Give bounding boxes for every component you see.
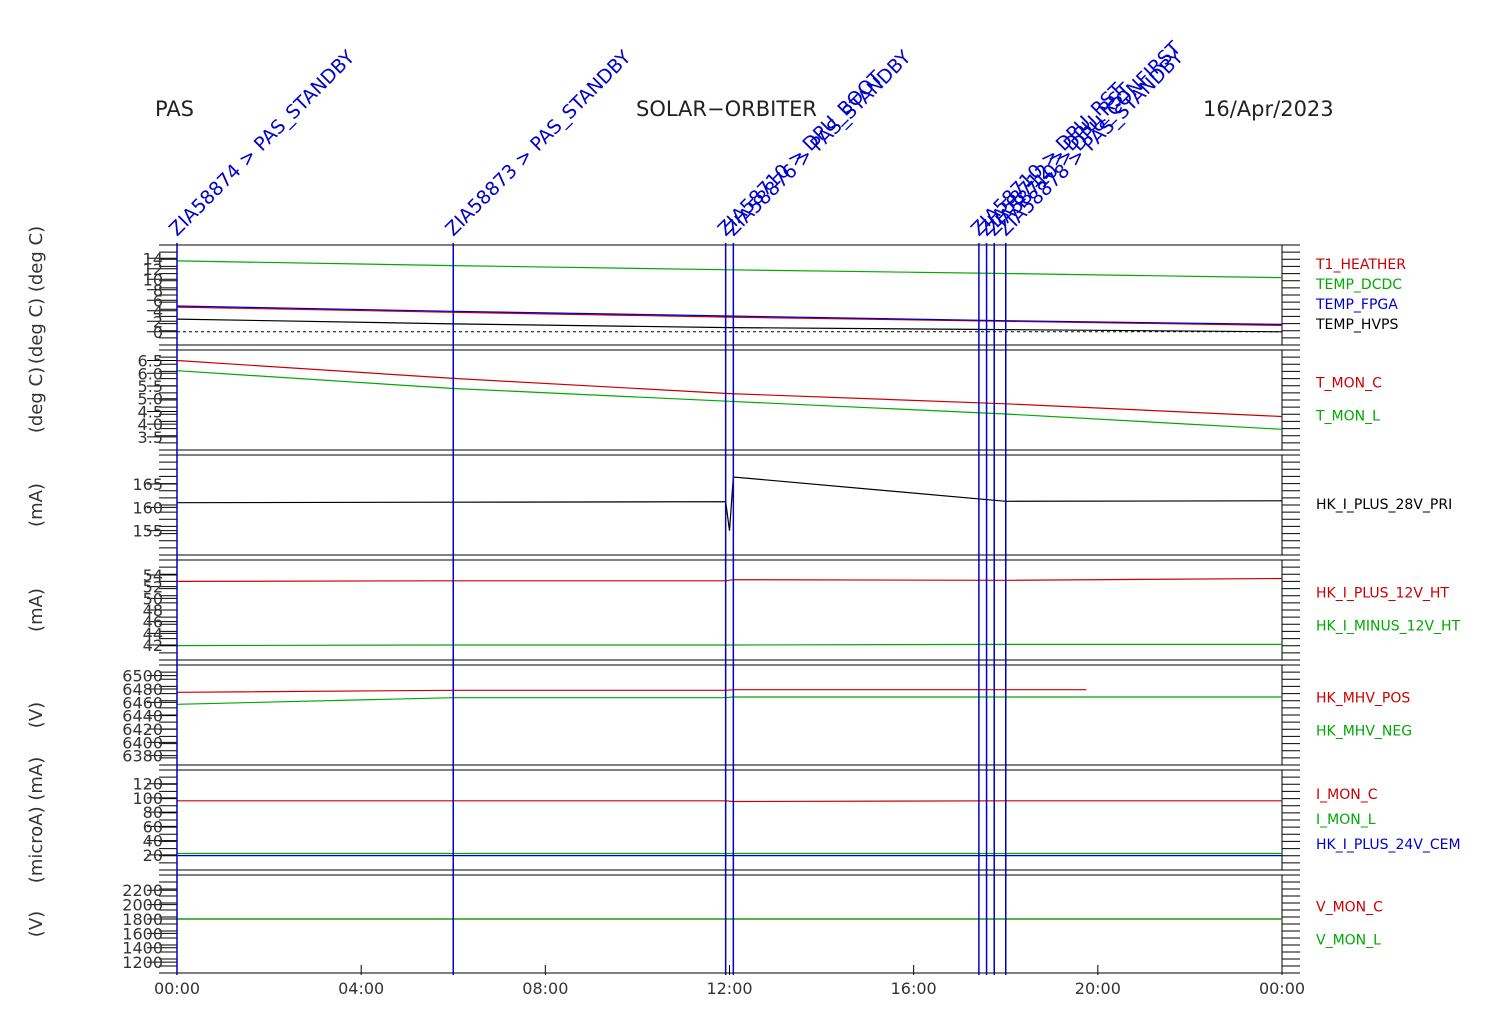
legend-label: T_MON_C (1315, 375, 1382, 391)
series-line-I_MON_C (177, 800, 1282, 803)
series-line-HK_I_PLUS_12V_HT (176, 577, 1283, 583)
legend-label: HK_I_MINUS_12V_HT (1316, 619, 1461, 635)
panel-frame-4 (176, 664, 1283, 766)
y-tick-label: 40 (143, 832, 163, 851)
y-tick-label: 6 (153, 291, 163, 310)
y-tick-label: 6.0 (138, 364, 163, 383)
y-axis-label: (deg C) (26, 367, 47, 433)
y-tick-label: 2 (153, 312, 163, 331)
y-tick-label: 6380 (122, 747, 163, 766)
x-tick-label: 00:00 (154, 979, 200, 998)
y-tick-label: 54 (143, 566, 163, 585)
legend-label: T1_HEATHER (1315, 257, 1406, 273)
y-tick-label: 1400 (122, 939, 163, 958)
y-tick-label: 8 (153, 281, 163, 300)
y-tick-label: 1600 (122, 924, 163, 943)
event-label: ZIA58874 > PAS_STANDBY (165, 46, 359, 240)
legend-label: HK_I_PLUS_24V_CEM (1316, 837, 1461, 853)
y-tick-label: 6460 (122, 693, 163, 712)
y-tick-label: 3.5 (138, 428, 163, 447)
x-tick-label: 16:00 (891, 979, 937, 998)
y-tick-label: 46 (143, 613, 163, 632)
y-tick-label: 4.5 (138, 402, 163, 421)
legend-label: HK_MHV_NEG (1316, 724, 1412, 740)
legend-label: T_MON_L (1315, 409, 1380, 425)
y-axis-label: (V) (26, 911, 47, 937)
y-tick-label: 100 (132, 789, 163, 808)
y-tick-label: 6480 (122, 680, 163, 699)
y-tick-label: 6.5 (138, 352, 163, 371)
y-tick-label: 0 (153, 323, 163, 342)
y-axis-label: (V) (26, 702, 47, 728)
y-tick-label: 44 (143, 624, 163, 643)
y-tick-label: 5.0 (138, 390, 163, 409)
y-tick-label: 6500 (122, 667, 163, 686)
y-tick-label: 155 (132, 522, 163, 541)
y-tick-label: 165 (132, 475, 163, 494)
y-tick-label: 50 (143, 589, 163, 608)
series-line-T_MON_L (176, 370, 1283, 430)
header-right: 16/Apr/2023 (1203, 97, 1334, 121)
x-tick-label: 12:00 (706, 979, 752, 998)
y-tick-label: 6400 (122, 733, 163, 752)
header-left: PAS (155, 97, 195, 121)
y-tick-label: 1200 (122, 953, 163, 972)
x-tick-label: 00:00 (1259, 979, 1305, 998)
y-tick-label: 20 (143, 846, 163, 865)
y-tick-label: 2200 (122, 881, 163, 900)
y-tick-label: 5.5 (138, 377, 163, 396)
y-tick-label: 60 (143, 817, 163, 836)
event-label: ZIA58878 > PAS_STANDBY (994, 46, 1188, 240)
y-tick-label: 10 (143, 270, 163, 289)
series-line-TEMP_HVPS (176, 318, 1283, 333)
y-tick-label: 6440 (122, 707, 163, 726)
y-tick-label: 12 (143, 260, 163, 279)
legend-label: TEMP_DCDC (1315, 277, 1402, 293)
y-tick-label: 160 (132, 498, 163, 517)
legend-label: TEMP_HVPS (1315, 317, 1398, 333)
event-label: ZIA58873 > PAS_STANDBY (441, 46, 635, 240)
y-tick-label: 120 (132, 775, 163, 794)
series-line-HK_I_MINUS_12V_HT (176, 643, 1282, 647)
legend-label: HK_MHV_POS (1316, 690, 1410, 706)
legend-label: HK_I_PLUS_28V_PRI (1316, 497, 1452, 513)
series-line-HK_I_PLUS_28V_PRI (176, 476, 1283, 531)
series-line-T_MON_C (176, 359, 1283, 418)
legend-label: HK_I_PLUS_12V_HT (1316, 585, 1449, 601)
series-line-HK_MHV_POS (176, 689, 1087, 693)
y-tick-label: 6420 (122, 720, 163, 739)
x-tick-label: 04:00 (338, 979, 384, 998)
y-tick-label: 2000 (122, 896, 163, 915)
series-line-TEMP_DCDC (176, 260, 1283, 279)
y-tick-label: 80 (143, 803, 163, 822)
legend-label: I_MON_C (1316, 787, 1378, 803)
event-label: ZIA58876 > PAS_STANDBY (721, 46, 915, 240)
legend-label: I_MON_L (1316, 812, 1376, 828)
y-axis-label: (mA) (26, 483, 47, 527)
y-tick-label: 42 (143, 636, 163, 655)
header-center: SOLAR−ORBITER (636, 97, 818, 121)
panel-frame-1 (176, 349, 1283, 451)
x-tick-label: 08:00 (522, 979, 568, 998)
legend-label: TEMP_FPGA (1315, 297, 1398, 313)
panel-frame-2 (176, 454, 1283, 556)
y-tick-label: 48 (143, 601, 163, 620)
y-tick-label: 14 (143, 249, 163, 268)
y-tick-label: 4 (153, 302, 163, 321)
series-line-T1_HEATHER (176, 306, 1283, 326)
y-tick-label: 4.0 (138, 415, 163, 434)
y-tick-label: 1800 (122, 910, 163, 929)
series-line-TEMP_FPGA (176, 305, 1283, 325)
y-axis-label: (mA) (26, 588, 47, 632)
y-tick-label: 52 (143, 578, 163, 597)
legend-label: V_MON_C (1316, 900, 1383, 916)
legend-label: V_MON_L (1316, 932, 1381, 948)
panel-frame-6 (176, 874, 1283, 974)
y-axis-label: (microA) (mA) (26, 757, 47, 883)
series-line-HK_MHV_NEG (176, 696, 1282, 705)
y-axis-label: (deg C) (deg C) (26, 226, 47, 364)
x-tick-label: 20:00 (1075, 979, 1121, 998)
